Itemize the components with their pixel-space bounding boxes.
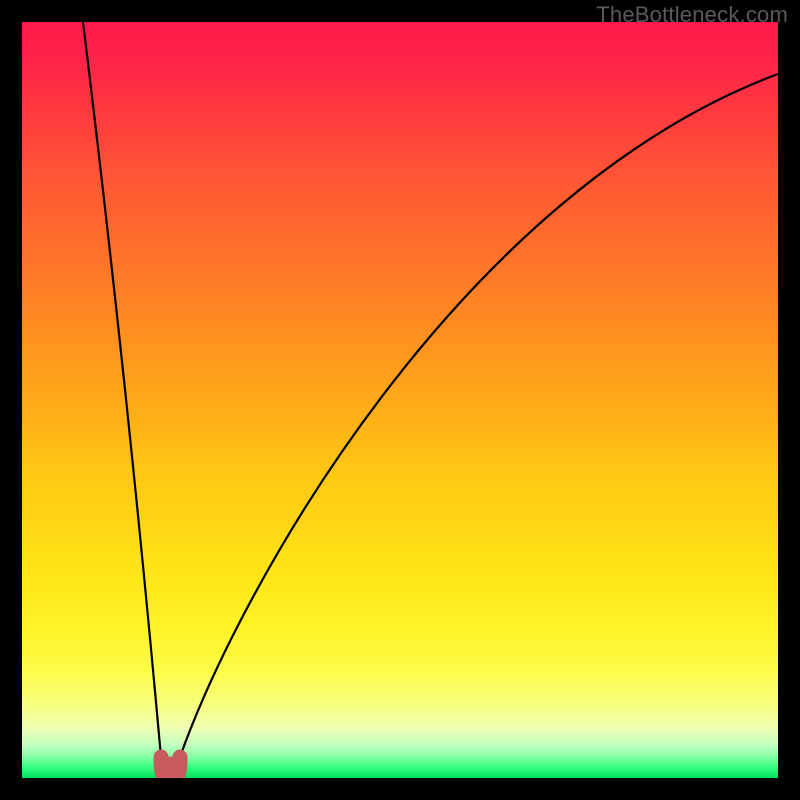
chart-frame: TheBottleneck.com bbox=[0, 0, 800, 800]
curve-layer bbox=[22, 22, 778, 778]
watermark-text: TheBottleneck.com bbox=[596, 2, 788, 28]
plot-area bbox=[22, 22, 778, 778]
